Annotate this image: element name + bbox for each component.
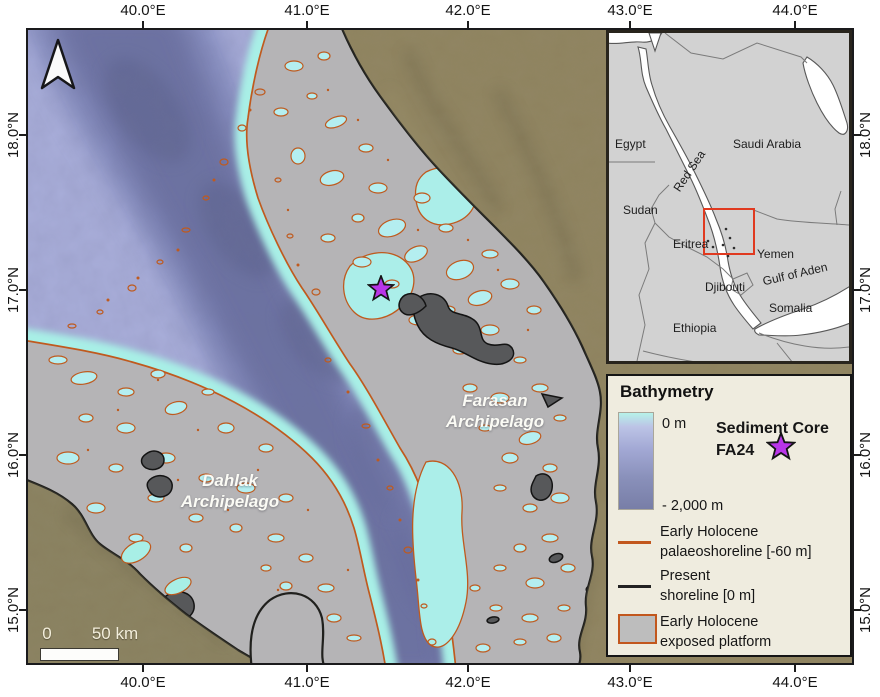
coastal-platform-lobe <box>249 592 325 663</box>
legend-depth-min: 0 m <box>662 416 687 432</box>
inset-map: Egypt Saudi Arabia Red Sea Sudan Eritrea… <box>606 30 852 364</box>
inset-label-eritrea: Eritrea <box>673 237 709 251</box>
farasan-archipelago-label: Farasan Archipelago <box>445 391 545 431</box>
inset-label-djibouti: Djibouti <box>705 280 746 294</box>
legend-present-shoreline-swatch <box>618 585 651 588</box>
legend-core-title: Sediment Core <box>716 420 829 437</box>
farasan-lagoons <box>273 51 576 653</box>
axis-label-bottom-41e: 41.0°E <box>284 674 330 691</box>
gulf-of-aden-shape <box>754 286 849 337</box>
inset-islands <box>706 227 736 258</box>
axis-tick <box>854 134 861 136</box>
axis-label-bottom-44e: 44.0°E <box>772 674 818 691</box>
axis-tick <box>629 665 631 672</box>
inset-label-egypt: Egypt <box>615 137 646 151</box>
legend-platform-swatch <box>618 614 657 644</box>
axis-label-top-41e: 41.0°E <box>284 2 330 19</box>
scale-bar-rect <box>40 648 119 661</box>
axis-label-top-43e: 43.0°E <box>607 2 653 19</box>
axis-tick <box>142 665 144 672</box>
axis-tick <box>19 609 26 611</box>
axis-label-top-40e: 40.0°E <box>120 2 166 19</box>
axis-tick <box>794 21 796 28</box>
inset-label-somalia: Somalia <box>769 301 813 315</box>
inset-label-yemen: Yemen <box>757 247 794 261</box>
legend-depth-max: - 2,000 m <box>662 498 724 514</box>
gulf-of-suez <box>648 33 662 53</box>
sediment-core-star-icon <box>367 275 395 302</box>
north-arrow-icon <box>40 38 76 90</box>
axis-label-bottom-42e: 42.0°E <box>445 674 491 691</box>
legend-title: Bathymetry <box>620 382 714 401</box>
axis-label-top-42e: 42.0°E <box>445 2 491 19</box>
legend-present-shoreline-label: Present shoreline [0 m] <box>660 568 756 604</box>
axis-tick <box>467 665 469 672</box>
axis-tick <box>629 21 631 28</box>
axis-label-top-44e: 44.0°E <box>772 2 818 19</box>
persian-gulf-shape <box>802 56 849 135</box>
scale-bar-label-start: 0 <box>42 624 52 643</box>
inset-study-area-box <box>703 208 755 255</box>
palaeoshoreline-dots <box>86 88 530 592</box>
scale-bar: 0 50 km <box>28 624 158 663</box>
red-sea-shape <box>637 46 762 330</box>
inset-label-sudan: Sudan <box>623 203 658 217</box>
country-borders <box>609 33 849 361</box>
scale-bar-label-end: 50 km <box>91 624 139 643</box>
axis-tick <box>794 665 796 672</box>
axis-tick <box>19 289 26 291</box>
axis-tick <box>142 21 144 28</box>
dahlak-archipelago-label: Dahlak Archipelago <box>180 471 280 511</box>
map-frame: Farasan Archipelago Dahlak Archipelago 0… <box>26 28 854 665</box>
axis-label-bottom-40e: 40.0°E <box>120 674 166 691</box>
axis-tick <box>854 289 861 291</box>
axis-label-bottom-43e: 43.0°E <box>607 674 653 691</box>
axis-tick <box>19 454 26 456</box>
inset-label-saudi-arabia: Saudi Arabia <box>733 137 802 151</box>
legend-palaeoshoreline-label: Early Holocene palaeoshoreline [-60 m] <box>660 524 812 560</box>
axis-tick <box>306 665 308 672</box>
legend-core-id: FA24 <box>716 442 755 459</box>
legend-star-icon <box>766 432 796 461</box>
axis-tick <box>854 609 861 611</box>
axis-tick <box>306 21 308 28</box>
inset-label-ethiopia: Ethiopia <box>673 321 717 335</box>
islands <box>58 292 603 638</box>
inset-map-canvas <box>609 33 849 361</box>
axis-tick <box>854 454 861 456</box>
legend-palaeoshoreline-swatch <box>618 541 651 544</box>
bathymetry-gradient <box>618 412 654 510</box>
legend: Bathymetry 0 m - 2,000 m Sediment Core F… <box>606 374 852 657</box>
dahlak-lagoons <box>48 355 362 642</box>
legend-platform-label: Early Holocene exposed platform <box>660 614 772 650</box>
palaeoshoreline-rings <box>67 88 437 646</box>
axis-tick <box>19 134 26 136</box>
axis-tick <box>467 21 469 28</box>
